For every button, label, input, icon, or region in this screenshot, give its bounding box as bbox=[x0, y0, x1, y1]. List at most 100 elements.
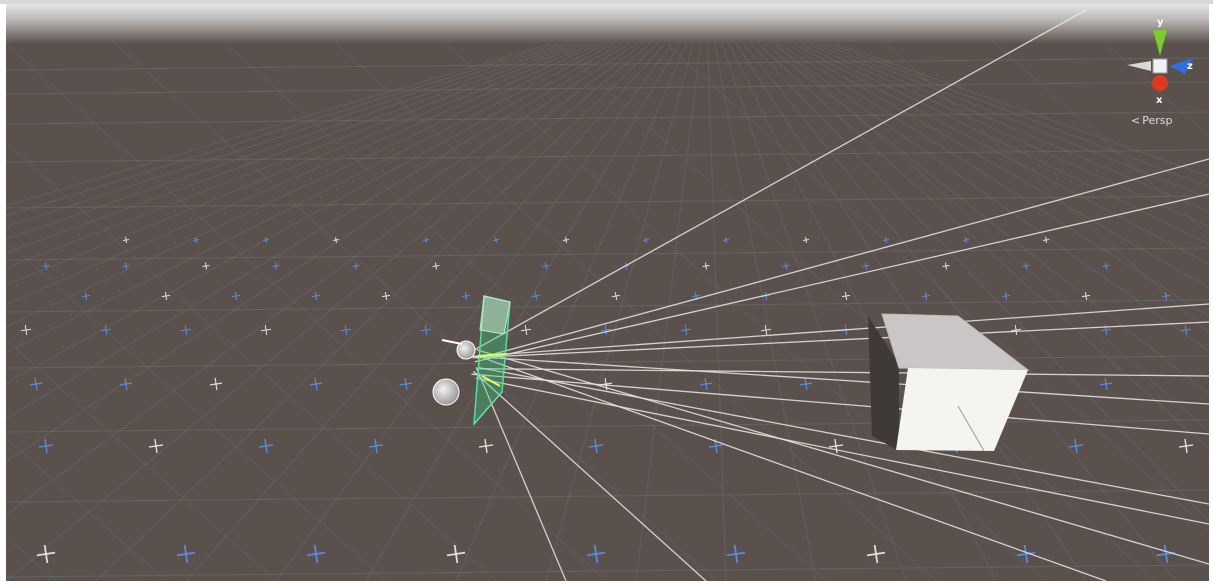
grid-column-line bbox=[722, 44, 906, 581]
grid-marker bbox=[1100, 378, 1112, 390]
light-ray bbox=[480, 369, 1209, 376]
grid-diagonal-line bbox=[6, 44, 606, 581]
grid-marker bbox=[612, 292, 620, 300]
grid-marker bbox=[842, 292, 850, 300]
grid-column-line bbox=[186, 44, 664, 581]
grid-marker bbox=[82, 292, 90, 300]
grid-marker bbox=[1179, 439, 1193, 453]
grid-marker bbox=[333, 237, 339, 243]
grid-column-line bbox=[6, 44, 650, 581]
grid-marker bbox=[307, 545, 325, 563]
grid-marker bbox=[681, 325, 691, 335]
grid-row-line bbox=[6, 248, 1209, 260]
grid-diagonal-line bbox=[446, 44, 1046, 581]
grid-marker bbox=[1103, 263, 1110, 270]
grid-column-line bbox=[715, 44, 816, 581]
grid-column-line bbox=[276, 44, 672, 581]
grid-marker bbox=[803, 237, 809, 243]
grid-marker bbox=[421, 325, 431, 335]
light-ray bbox=[477, 159, 1209, 359]
grid-column-line bbox=[708, 44, 726, 581]
grid-marker bbox=[259, 439, 273, 453]
grid-marker bbox=[312, 292, 320, 300]
ground-grid bbox=[6, 44, 1209, 581]
axis-y-cone bbox=[1153, 30, 1167, 56]
grid-marker bbox=[867, 545, 885, 563]
axis-z-label: z bbox=[1187, 61, 1193, 72]
grid-column-line bbox=[366, 44, 679, 581]
scene-view[interactable]: y z x < Persp bbox=[6, 4, 1209, 581]
grid-marker bbox=[43, 263, 50, 270]
grid-marker bbox=[723, 237, 729, 243]
light-ray bbox=[475, 357, 1209, 404]
grid-marker bbox=[341, 325, 351, 335]
grid-marker bbox=[1002, 292, 1010, 300]
grid-marker bbox=[177, 545, 195, 563]
grid-marker bbox=[123, 263, 130, 270]
grid-diagonal-line bbox=[336, 44, 936, 581]
grid-marker bbox=[700, 378, 712, 390]
grid-marker bbox=[462, 292, 470, 300]
grid-marker bbox=[943, 263, 950, 270]
grid-row-line bbox=[6, 565, 1209, 577]
grid-marker bbox=[1023, 263, 1030, 270]
grid-marker bbox=[493, 237, 499, 243]
grid-column-line bbox=[546, 44, 693, 581]
grid-marker bbox=[203, 263, 210, 270]
grid-marker bbox=[883, 237, 889, 243]
grid-marker bbox=[423, 237, 429, 243]
grid-marker bbox=[261, 325, 271, 335]
grid-column-line bbox=[6, 44, 549, 581]
grid-marker bbox=[447, 545, 465, 563]
gizmo-center-cube bbox=[1153, 59, 1167, 73]
grid-row-line bbox=[6, 112, 1209, 124]
grid-marker bbox=[433, 263, 440, 270]
axis-neg-x-cone bbox=[1127, 61, 1151, 71]
grid-marker bbox=[21, 325, 31, 335]
light-ray bbox=[477, 350, 1209, 564]
grid-marker bbox=[479, 439, 493, 453]
grid-column-line bbox=[6, 44, 621, 581]
grid-diagonal-line bbox=[6, 44, 56, 581]
projection-label: Persp bbox=[1142, 114, 1172, 127]
orientation-gizmo[interactable]: y z x < Persp bbox=[1125, 14, 1195, 132]
grid-diagonal-line bbox=[226, 44, 826, 581]
light-ray bbox=[471, 374, 1209, 434]
grid-marker bbox=[922, 292, 930, 300]
projection-toggle[interactable]: < Persp bbox=[1131, 114, 1172, 127]
grid-marker bbox=[643, 237, 649, 243]
grid-marker bbox=[39, 439, 53, 453]
chevron-left-icon: < bbox=[1131, 114, 1140, 127]
grid-marker bbox=[232, 292, 240, 300]
grid-marker bbox=[353, 263, 360, 270]
grid-column-line bbox=[6, 44, 600, 581]
axis-gizmo-graphic[interactable]: y z x bbox=[1125, 14, 1195, 114]
scene-canvas[interactable] bbox=[6, 4, 1209, 581]
grid-marker bbox=[310, 378, 322, 390]
grid-row-line bbox=[6, 58, 1209, 70]
grid-marker bbox=[149, 439, 163, 453]
light-ray bbox=[472, 322, 1209, 358]
grid-marker bbox=[1181, 325, 1191, 335]
grid-marker bbox=[382, 292, 390, 300]
light-ray bbox=[473, 371, 706, 581]
grid-marker bbox=[123, 237, 129, 243]
axis-y-label: y bbox=[1157, 17, 1164, 28]
grid-marker bbox=[181, 325, 191, 335]
grid-marker bbox=[1011, 325, 1021, 335]
grid-marker bbox=[727, 545, 745, 563]
cube-object[interactable] bbox=[868, 314, 1028, 451]
light-ray bbox=[476, 378, 1209, 524]
axis-x-label: x bbox=[1156, 95, 1163, 106]
axis-x-cone bbox=[1152, 75, 1168, 91]
light-probe-sphere-lower[interactable] bbox=[433, 379, 459, 405]
sky-horizon bbox=[6, 4, 1209, 44]
grid-marker bbox=[783, 263, 790, 270]
grid-marker bbox=[210, 378, 222, 390]
grid-marker bbox=[589, 439, 603, 453]
grid-marker bbox=[601, 325, 611, 335]
grid-marker bbox=[800, 378, 812, 390]
grid-column-line bbox=[6, 44, 564, 581]
grid-marker bbox=[30, 378, 42, 390]
grid-column-line bbox=[744, 44, 1176, 581]
